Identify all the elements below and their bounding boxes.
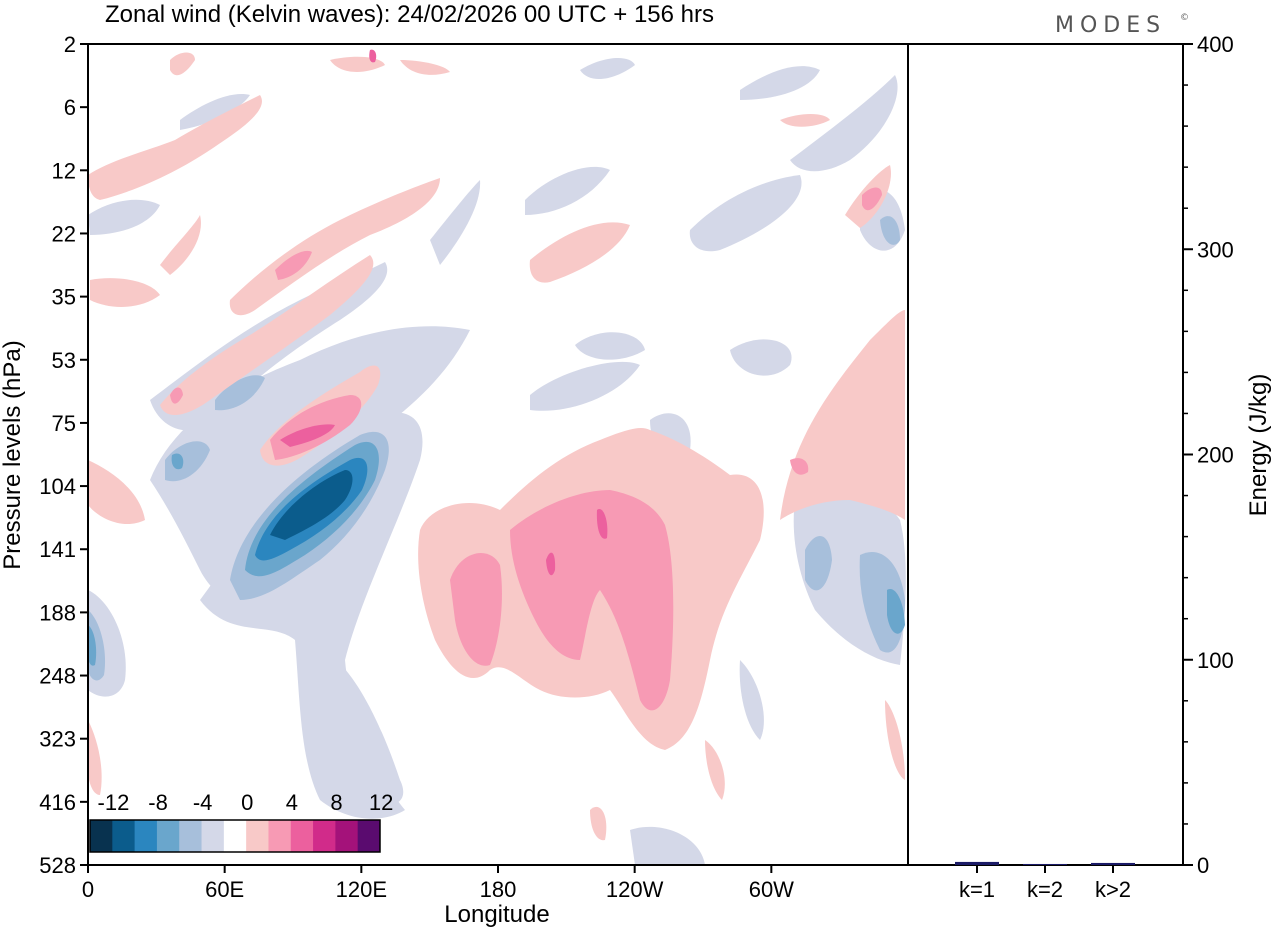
- colorbar-swatch: [112, 820, 136, 852]
- colorbar-swatch: [156, 820, 180, 852]
- contour-field: [88, 44, 908, 865]
- energy-category-label: k>2: [1095, 877, 1131, 902]
- colorbar-swatch: [134, 820, 158, 852]
- colorbar-label: -12: [98, 790, 130, 815]
- contours-positive-strong: [280, 49, 608, 576]
- x-tick-label: 60W: [749, 877, 794, 902]
- colorbar: -12 -8 -4 0 4 8 12: [89, 790, 393, 853]
- y-tick-label: 141: [39, 537, 76, 562]
- energy-tick-label: 200: [1197, 443, 1234, 468]
- longitude-axis: 0 60E 120E 180 120W 60W: [82, 865, 794, 902]
- x-axis-title: Longitude: [444, 901, 549, 928]
- colorbar-swatch: [179, 820, 203, 852]
- y-tick-label: 188: [39, 600, 76, 625]
- colorbar-swatch: [90, 820, 113, 852]
- y-tick-label: 53: [52, 348, 76, 373]
- y-tick-label: 75: [52, 411, 76, 436]
- contours-negative-strong: [88, 441, 905, 666]
- colorbar-swatch: [223, 820, 247, 852]
- y-tick-label: 2: [64, 32, 76, 57]
- energy-tick-label: 300: [1197, 237, 1234, 262]
- colorbar-label: 12: [369, 790, 393, 815]
- brand-logo: MODES ©: [1055, 13, 1189, 38]
- x-tick-label: 120E: [336, 877, 387, 902]
- energy-tick-label: 100: [1197, 648, 1234, 673]
- brand-text: MODES: [1055, 13, 1166, 38]
- colorbar-label: 8: [330, 790, 342, 815]
- x-tick-label: 60E: [205, 877, 244, 902]
- colorbar-swatch: [290, 820, 314, 852]
- colorbar-label: 4: [286, 790, 298, 815]
- energy-tick-label: 0: [1197, 853, 1209, 878]
- colorbar-swatch: [335, 820, 359, 852]
- colorbar-swatch: [246, 820, 269, 852]
- colorbar-frame: [89, 819, 381, 853]
- energy-bar: [1023, 863, 1067, 865]
- energy-category-label: k=1: [959, 877, 995, 902]
- y-tick-label: 416: [39, 790, 76, 815]
- y-tick-label: 22: [52, 221, 76, 246]
- y-tick-label: 528: [39, 853, 76, 878]
- colorbar-label: -4: [193, 790, 213, 815]
- colorbar-swatch: [313, 820, 336, 852]
- x-tick-label: 180: [480, 877, 517, 902]
- chart-title: Zonal wind (Kelvin waves): 24/02/2026 00…: [105, 1, 714, 28]
- x-tick-label: 0: [82, 877, 94, 902]
- colorbar-label: -8: [148, 790, 168, 815]
- energy-axis-title: Energy (J/kg): [1245, 374, 1272, 517]
- x-tick-label: 120W: [606, 877, 664, 902]
- y-axis-title: Pressure levels (hPa): [0, 340, 26, 569]
- y-tick-label: 323: [39, 727, 76, 752]
- pressure-axis: 2 6 12 22 35 53 75 104 141 188 248 323 416 528: [39, 32, 88, 878]
- energy-panel-frame: [907, 43, 1184, 866]
- energy-tick-label: 400: [1197, 32, 1234, 57]
- y-tick-label: 248: [39, 664, 76, 689]
- energy-bar: [1091, 862, 1135, 865]
- brand-mark: ©: [1180, 13, 1189, 23]
- energy-category-label: k=2: [1027, 877, 1063, 902]
- energy-bar: [955, 861, 999, 865]
- y-tick-label: 12: [52, 158, 76, 183]
- y-tick-label: 104: [39, 474, 76, 499]
- colorbar-label: 0: [241, 790, 253, 815]
- y-tick-label: 6: [64, 95, 76, 120]
- colorbar-swatch: [201, 820, 225, 852]
- colorbar-swatch: [268, 820, 292, 852]
- y-tick-label: 35: [52, 285, 76, 310]
- colorbar-swatch: [357, 820, 381, 852]
- energy-panel: 0 100 200 300 400 k=1 k=2 k>2: [955, 32, 1234, 902]
